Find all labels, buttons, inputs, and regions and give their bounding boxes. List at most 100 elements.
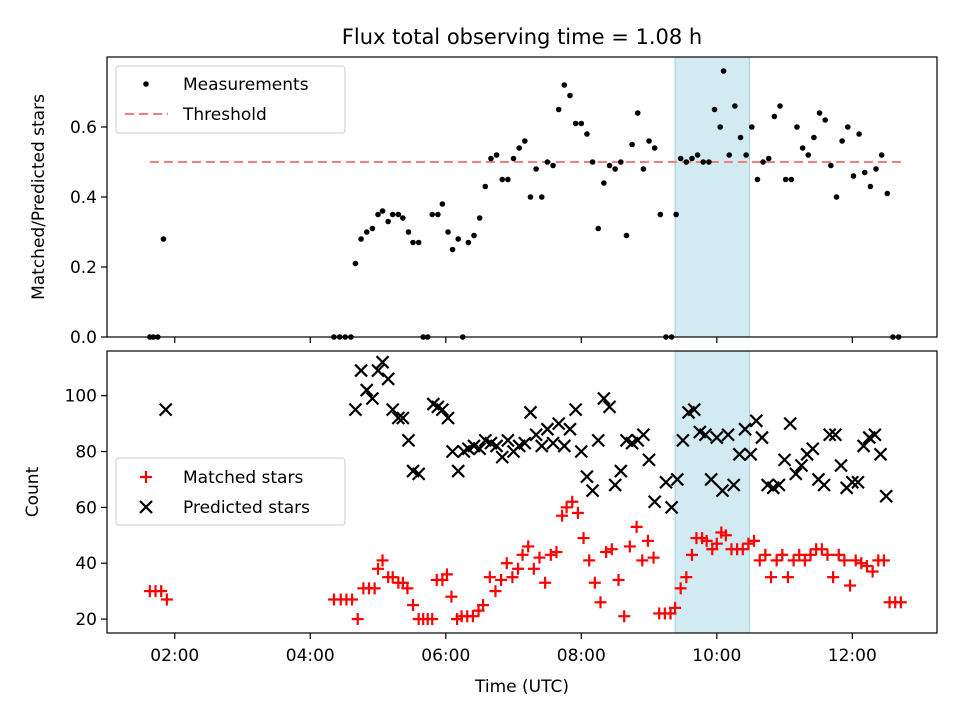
- measurement-point: [833, 194, 840, 200]
- measurement-point: [510, 155, 517, 162]
- predicted-star-point: [710, 430, 724, 445]
- measurement-point: [439, 201, 446, 207]
- measurement-point: [567, 92, 573, 99]
- legend-threshold-label: Threshold: [182, 105, 267, 125]
- measurement-point: [358, 236, 364, 242]
- measurement-point: [749, 124, 755, 130]
- matched-star-point: [804, 548, 817, 561]
- measurement-point: [555, 106, 562, 113]
- measurement-point: [482, 183, 489, 190]
- matched-star-point: [506, 571, 519, 584]
- top-observing-span: [674, 56, 751, 338]
- measurement-point: [788, 176, 795, 183]
- measurement-point: [673, 211, 679, 218]
- matched-star-point: [680, 571, 693, 584]
- predicted-star-point: [828, 427, 843, 442]
- predicted-star-point: [789, 467, 803, 481]
- predicted-star-point: [354, 363, 368, 378]
- measurement-point: [369, 225, 376, 232]
- measurement-point: [816, 110, 823, 116]
- matched-star-point: [489, 585, 502, 598]
- matched-star-point: [866, 565, 879, 578]
- matched-star-point: [594, 596, 607, 609]
- predicted-star-point: [676, 433, 690, 448]
- top-y-ticks: 0.0 0.2 0.4 0.6: [70, 118, 107, 348]
- matched-star-point: [426, 613, 439, 626]
- measurement-point: [429, 211, 436, 218]
- matched-star-point: [669, 601, 682, 614]
- measurement-point: [683, 159, 690, 165]
- measurement-point: [435, 211, 441, 218]
- measurement-point: [646, 138, 652, 144]
- top-y-tick-label: 0.6: [70, 118, 97, 138]
- measurement-point: [867, 183, 874, 190]
- predicted-star-point: [755, 430, 769, 445]
- predicted-star-point: [642, 453, 656, 467]
- matched-star-point: [466, 610, 479, 623]
- matched-star-point: [612, 573, 625, 586]
- predicted-star-point: [721, 427, 735, 442]
- predicted-star-point: [845, 475, 860, 490]
- top-legend: Measurements Threshold: [115, 65, 346, 134]
- predicted-star-point: [806, 441, 820, 456]
- measurement-point: [578, 120, 585, 127]
- measurement-point: [493, 152, 500, 158]
- bottom-x-ticks: 02:00 04:00 06:00 08:00 10:00 12:00: [150, 633, 877, 666]
- predicted-star-point: [574, 444, 589, 459]
- measurement-point: [844, 124, 851, 130]
- measurement-point: [700, 159, 707, 165]
- matched-star-point: [736, 543, 749, 556]
- chart-title: Flux total observing time = 1.08 h: [342, 25, 702, 49]
- predicted-star-point: [396, 411, 410, 425]
- measurement-point: [527, 194, 534, 200]
- predicted-star-point: [591, 433, 606, 448]
- measurement-point: [476, 215, 483, 221]
- matched-star-point: [630, 520, 643, 533]
- predicted-star-point: [365, 391, 380, 406]
- measurement-point: [743, 152, 749, 158]
- predicted-star-point: [659, 475, 673, 490]
- matched-star-point: [849, 554, 862, 567]
- predicted-star-point: [715, 483, 730, 498]
- predicted-star-point: [540, 422, 555, 436]
- predicted-star-point: [551, 416, 566, 431]
- measurement-point: [839, 138, 845, 144]
- legend-measurements-label: Measurements: [183, 75, 309, 95]
- measurement-point: [717, 124, 723, 130]
- legend-measurements-marker: [143, 81, 149, 87]
- bottom-y-axis-label: Count: [23, 466, 43, 517]
- bottom-x-tick-label: 02:00: [150, 646, 199, 666]
- legend-predicted-marker: [139, 500, 153, 514]
- predicted-star-point: [794, 458, 809, 473]
- measurement-point: [601, 180, 607, 186]
- predicted-star-point: [738, 422, 752, 436]
- matched-star-point: [516, 548, 529, 561]
- matched-star-point: [894, 596, 907, 609]
- matched-star-point: [798, 554, 811, 567]
- predicted-star-point: [472, 441, 487, 456]
- matched-star-point: [770, 554, 783, 567]
- legend-matched-label: Matched stars: [183, 468, 303, 488]
- matched-star-point: [765, 571, 777, 584]
- measurement-point: [677, 155, 684, 162]
- matched-star-point: [827, 571, 840, 584]
- matched-star-point: [533, 551, 546, 564]
- matched-star-point: [372, 562, 385, 575]
- predicted-star-point: [585, 483, 600, 498]
- matched-star-point: [753, 554, 766, 567]
- predicted-star-point: [834, 458, 848, 473]
- matched-star-point: [500, 557, 513, 570]
- bottom-x-tick-label: 04:00: [286, 646, 335, 666]
- measurement-point: [771, 113, 778, 120]
- count-panel: 20 40 60 80 100 02:00 04:00 06:00 08:00 10:00 12:…: [23, 350, 938, 697]
- predicted-star-point: [670, 472, 685, 487]
- matched-star-point: [647, 551, 660, 564]
- measurement-point: [711, 106, 718, 113]
- predicted-star-point: [435, 402, 450, 417]
- predicted-star-point: [856, 439, 871, 453]
- top-y-tick-label: 0.4: [70, 188, 97, 208]
- predicted-star-point: [375, 355, 390, 369]
- bottom-y-tick-label: 80: [75, 443, 97, 463]
- measurement-point: [505, 176, 511, 183]
